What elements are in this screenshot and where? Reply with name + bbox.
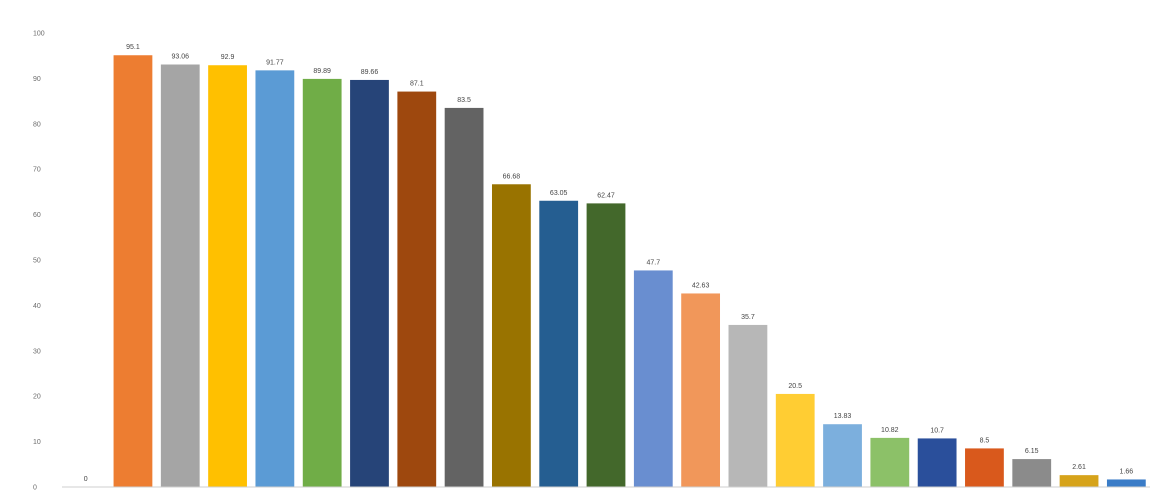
bars (114, 55, 1146, 487)
bar (1012, 459, 1051, 487)
bar-value-label: 42.63 (692, 282, 710, 289)
bar-value-label: 35.7 (741, 314, 755, 321)
bar (397, 92, 436, 487)
bar-value-label: 95.1 (126, 44, 140, 51)
bar (445, 108, 484, 487)
bar (1107, 479, 1146, 487)
bar (1060, 475, 1099, 487)
bar (539, 201, 578, 487)
bar-value-label: 93.06 (171, 54, 189, 61)
bar (492, 184, 531, 487)
bar (918, 438, 957, 487)
bar-value-label: 92.9 (221, 54, 235, 61)
bar (823, 424, 862, 487)
y-tick-label: 60 (33, 212, 41, 219)
bar-value-label: 0 (84, 476, 88, 483)
bar-value-label: 63.05 (550, 190, 568, 197)
bar (303, 79, 342, 487)
bar-value-label: 1.66 (1120, 468, 1134, 475)
bar (729, 325, 768, 487)
y-tick-label: 20 (33, 394, 41, 401)
bar-value-label: 83.5 (457, 97, 471, 104)
y-tick-label: 80 (33, 121, 41, 128)
bar (965, 448, 1004, 487)
y-tick-label: 40 (33, 303, 41, 310)
y-tick-label: 100 (33, 31, 45, 38)
bar-value-label: 6.15 (1025, 448, 1039, 455)
bar-value-label: 62.47 (597, 192, 615, 199)
chart-title (0, 0, 1163, 14)
bar-value-label: 13.83 (834, 413, 852, 420)
y-axis-ticks: 0 10 20 30 40 50 60 70 80 90 100 (33, 31, 45, 492)
bar-value-label: 10.82 (881, 427, 899, 434)
bar (114, 55, 153, 487)
bar-value-label: 66.68 (503, 173, 521, 180)
y-tick-label: 0 (33, 485, 37, 492)
y-tick-label: 50 (33, 258, 41, 265)
bar (776, 394, 815, 487)
bar-value-label: 89.66 (361, 69, 379, 76)
bar-value-label: 89.89 (313, 68, 331, 75)
bar (350, 80, 389, 487)
bar-value-label: 87.1 (410, 81, 424, 88)
bar (208, 65, 247, 487)
bar (870, 438, 909, 487)
bar (634, 270, 673, 487)
bar-value-label: 10.7 (930, 427, 944, 434)
bar (681, 293, 720, 487)
y-tick-label: 10 (33, 439, 41, 446)
bar (161, 65, 200, 487)
y-tick-label: 70 (33, 167, 41, 174)
bar-value-label: 91.77 (266, 59, 284, 66)
bar (255, 70, 294, 487)
bar-value-label: 47.7 (646, 259, 660, 266)
y-tick-label: 30 (33, 348, 41, 355)
bar-value-label: 2.61 (1072, 464, 1086, 471)
bar-value-label: 8.5 (980, 437, 990, 444)
bar (587, 203, 626, 487)
bar-value-label: 20.5 (788, 383, 802, 390)
y-tick-label: 90 (33, 76, 41, 83)
